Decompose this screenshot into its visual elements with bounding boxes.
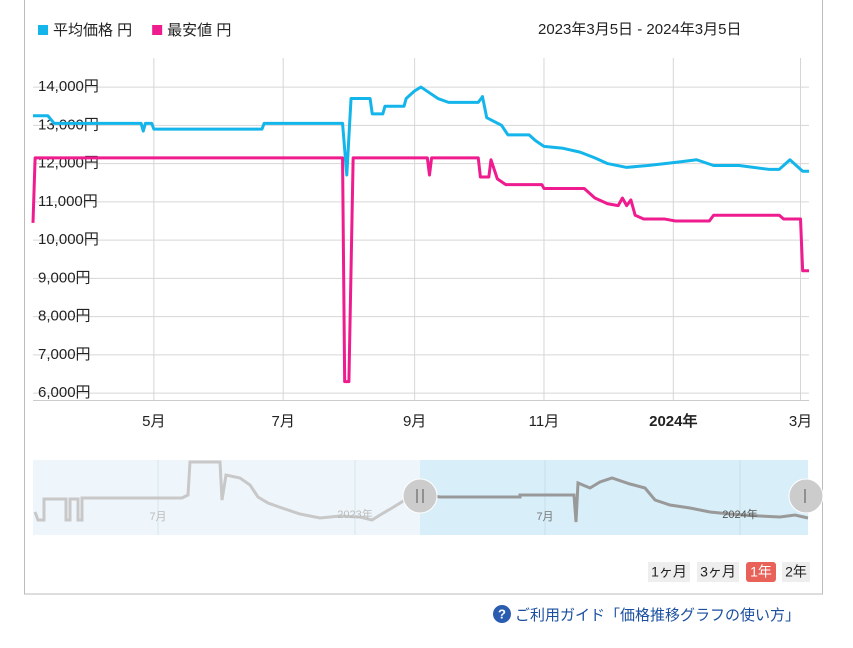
plot [31,85,809,384]
range-button-label[interactable]: 2年 [785,564,807,580]
range-button-label[interactable]: 3ヶ月 [700,564,736,580]
range-buttons: 1ヶ月 3ヶ月 1年 2年 [648,562,810,582]
x-tick-label: 5月 [142,413,165,430]
y-tick-label: 8,000円 [38,308,91,325]
range-button-label[interactable]: 1ヶ月 [651,564,687,580]
range-button[interactable] [648,562,690,582]
navigator-label: 2023年 [337,507,372,521]
x-tick-label: 9月 [403,413,426,430]
y-tick-label: 9,000円 [38,269,91,286]
range-button-label[interactable]: 1年 [750,564,772,580]
range-button[interactable] [782,562,810,582]
navigator-label: 2024年 [722,507,757,521]
legend-label: 最安値 円 [167,22,231,39]
y-tick-label: 10,000円 [38,231,99,248]
date-range: 2023年3月5日 - 2024年3月5日 [538,21,741,38]
range-button[interactable] [697,562,739,582]
legend: 平均価格 円 最安値 円 [38,22,231,39]
y-tick-label: 6,000円 [38,384,91,401]
legend-swatch [152,25,163,35]
guide-link[interactable]: ご利用ガイド「価格推移グラフの使い方」 [515,607,800,624]
navigator-label: 7月 [536,511,553,523]
series-line [31,156,809,384]
y-tick-label: 7,000円 [38,346,91,363]
legend-swatch [38,25,48,35]
navigator-handle[interactable] [402,478,438,514]
navigator-label: 7月 [149,511,166,523]
help-icon-glyph: ? [498,606,506,621]
x-tick-label: 3月 [789,413,812,430]
series-line [33,85,809,177]
y-tick-label: 14,000円 [38,78,99,95]
help-icon[interactable] [493,605,511,623]
x-tick-label: 11月 [529,413,560,430]
x-tick-label: 2024年 [649,412,697,430]
grid: 6,000円7,000円8,000円9,000円10,000円11,000円12… [33,58,812,430]
range-button-active[interactable] [746,562,776,582]
navigator-handle[interactable] [788,478,824,514]
y-tick-label: 11,000円 [38,193,98,210]
navigator-line [419,476,809,523]
navigator-line-past [33,460,421,522]
x-tick-label: 7月 [272,413,295,430]
navigator: 7月 2023年 7月 2024年 [33,460,824,535]
legend-label: 平均価格 円 [53,22,132,39]
